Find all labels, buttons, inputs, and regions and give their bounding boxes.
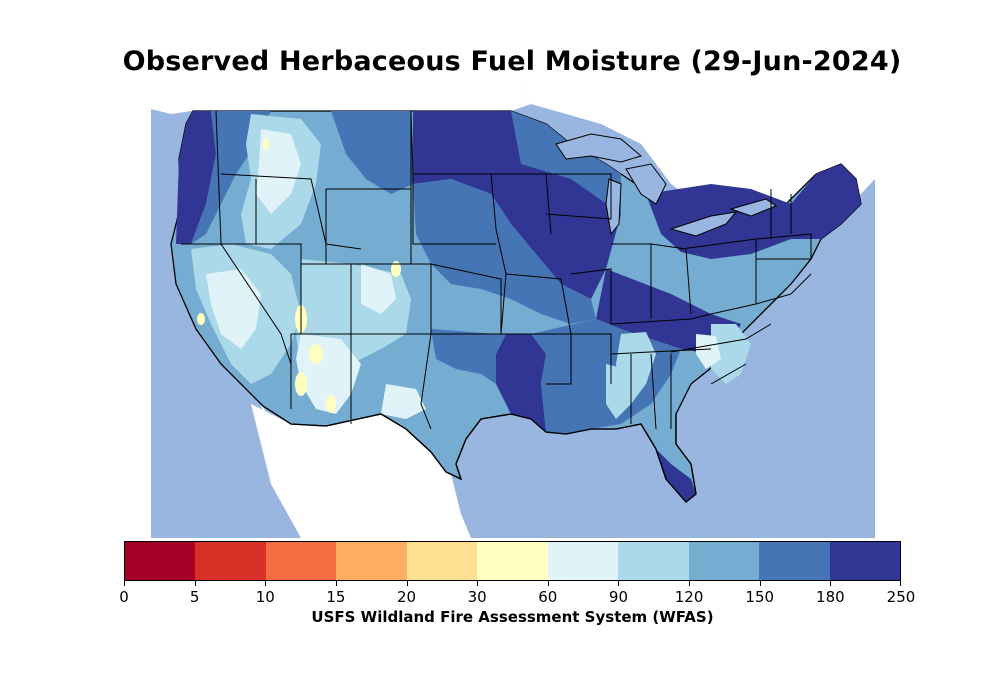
colorbar-bin	[265, 542, 337, 580]
colorbar-tick	[618, 581, 620, 586]
colorbar-tick-label: 30	[467, 588, 487, 606]
baja-land	[261, 404, 306, 504]
colorbar-tick-label: 90	[608, 588, 628, 606]
colorbar-tick	[689, 581, 691, 586]
colorbar-tick-label: 10	[255, 588, 275, 606]
canada-land-west	[151, 84, 531, 114]
colorbar-tick-label: 120	[674, 588, 704, 606]
colorbar-tick	[547, 581, 549, 586]
colorbar-tick	[830, 581, 832, 586]
colorbar-bin	[829, 542, 900, 580]
chart-title: Observed Herbaceous Fuel Moisture (29-Ju…	[122, 46, 902, 77]
colorbar-tick-label: 15	[326, 588, 346, 606]
moisture-low	[206, 129, 721, 419]
fuel-moisture-map	[151, 84, 875, 538]
colorbar-tick-label: 0	[119, 588, 129, 606]
colorbar-tick-label: 150	[745, 588, 775, 606]
colorbar-tick	[124, 581, 125, 586]
colorbar-tick	[335, 581, 337, 586]
mexico-land	[251, 404, 471, 538]
colorbar-tick-label: 60	[538, 588, 558, 606]
colorbar-bin	[195, 542, 266, 580]
colorbar-bin	[547, 542, 619, 580]
colorbar-tick	[265, 581, 267, 586]
colorbar-tick	[900, 581, 901, 586]
colorbar	[124, 541, 901, 581]
state-borders	[181, 110, 812, 430]
colorbar-bin	[125, 542, 196, 580]
colorbar-tick-label: 5	[189, 588, 200, 606]
coastline	[262, 405, 697, 503]
colorbar-bin	[406, 542, 478, 580]
great-lakes	[555, 133, 778, 237]
colorbar-tick	[406, 581, 408, 586]
colorbar-ticks: 0 5 10 15 20 30 60 90 120 150 180 250	[119, 581, 915, 611]
colorbar-tick-label: 180	[816, 588, 845, 606]
colorbar-bin	[688, 542, 760, 580]
colorbar-tick	[194, 581, 196, 586]
colorbar-tick-label: 20	[396, 588, 417, 606]
colorbar-tick	[759, 581, 761, 586]
colorbar-bin	[759, 542, 830, 580]
colorbar-tick	[477, 581, 479, 586]
colorbar-tick-label: 250	[886, 588, 916, 606]
canada-land	[151, 84, 875, 249]
colorbar-bin	[477, 542, 548, 580]
colorbar-bin	[618, 542, 689, 580]
colorbar-label: USFS Wildland Fire Assessment System (WF…	[311, 608, 714, 626]
colorbar-bin	[336, 542, 407, 580]
moisture-very-low	[197, 138, 401, 413]
